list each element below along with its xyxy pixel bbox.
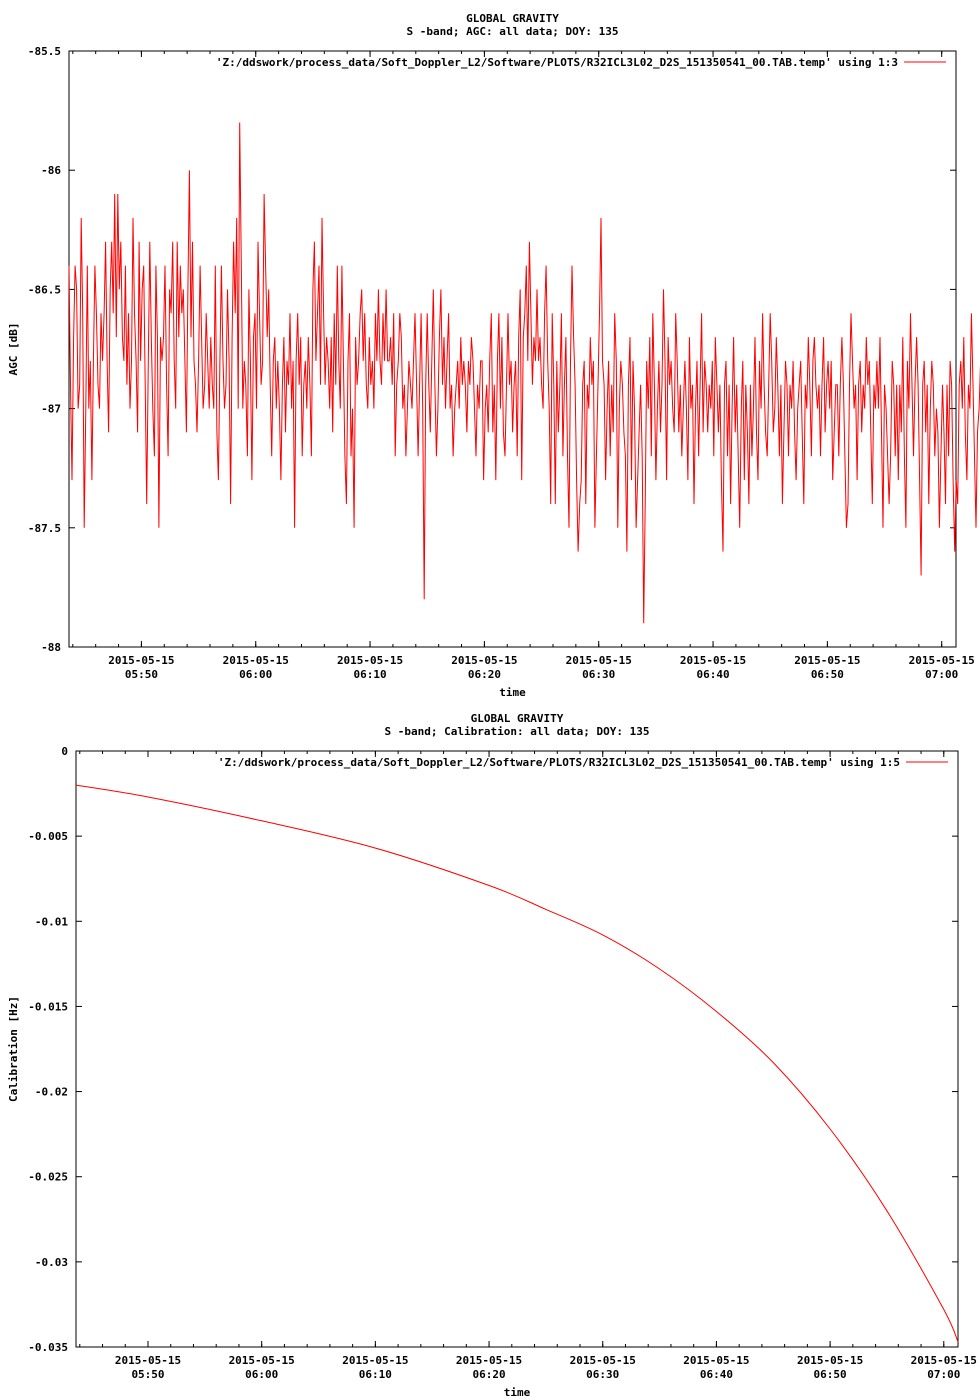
x-tick-time-label: 06:50 xyxy=(811,668,844,681)
y-axis-label: AGC [dB] xyxy=(7,323,20,376)
x-tick-date-label: 2015-05-15 xyxy=(337,654,403,667)
y-tick-label: -0.035 xyxy=(28,1341,68,1354)
y-tick-label: -87 xyxy=(41,403,61,416)
y-tick-label: -0.03 xyxy=(35,1256,68,1269)
y-tick-label: -85.5 xyxy=(28,45,61,58)
x-tick-date-label: 2015-05-15 xyxy=(570,1354,636,1367)
chart-subtitle: S -band; AGC: all data; DOY: 135 xyxy=(407,25,619,38)
chart-title: GLOBAL GRAVITY xyxy=(466,12,559,25)
x-tick-date-label: 2015-05-15 xyxy=(223,654,289,667)
x-tick-time-label: 06:20 xyxy=(468,668,501,681)
x-tick-time-label: 06:10 xyxy=(359,1368,392,1381)
y-tick-label: -0.025 xyxy=(28,1171,68,1184)
x-tick-time-label: 06:50 xyxy=(814,1368,847,1381)
x-tick-date-label: 2015-05-15 xyxy=(911,1354,977,1367)
y-tick-label: -0.01 xyxy=(35,915,68,928)
x-tick-time-label: 06:40 xyxy=(700,1368,733,1381)
x-tick-date-label: 2015-05-15 xyxy=(451,654,517,667)
x-tick-date-label: 2015-05-15 xyxy=(797,1354,863,1367)
x-tick-time-label: 05:50 xyxy=(131,1368,164,1381)
x-tick-time-label: 06:00 xyxy=(239,668,272,681)
y-tick-label: -0.005 xyxy=(28,830,68,843)
x-tick-time-label: 06:40 xyxy=(696,668,729,681)
series-line xyxy=(68,122,980,624)
legend-label: 'Z:/ddswork/process_data/Soft_Doppler_L2… xyxy=(216,56,898,69)
x-tick-date-label: 2015-05-15 xyxy=(115,1354,181,1367)
x-tick-date-label: 2015-05-15 xyxy=(456,1354,522,1367)
x-tick-time-label: 06:00 xyxy=(245,1368,278,1381)
x-tick-date-label: 2015-05-15 xyxy=(108,654,174,667)
y-tick-label: 0 xyxy=(61,745,68,758)
chart-subtitle: S -band; Calibration: all data; DOY: 135 xyxy=(385,725,650,738)
x-tick-date-label: 2015-05-15 xyxy=(683,1354,749,1367)
x-tick-time-label: 06:30 xyxy=(582,668,615,681)
x-tick-date-label: 2015-05-15 xyxy=(909,654,975,667)
plot-frame xyxy=(75,750,959,1348)
x-axis-label: time xyxy=(504,1386,531,1399)
x-tick-time-label: 05:50 xyxy=(125,668,158,681)
x-axis-label: time xyxy=(499,686,526,699)
x-tick-time-label: 07:00 xyxy=(927,1368,960,1381)
x-tick-date-label: 2015-05-15 xyxy=(680,654,746,667)
chart-title: GLOBAL GRAVITY xyxy=(471,712,564,725)
y-tick-label: -87.5 xyxy=(28,522,61,535)
series-line xyxy=(75,784,959,1343)
y-tick-label: -88 xyxy=(41,641,61,654)
plot-frame xyxy=(68,50,957,648)
y-tick-label: -86 xyxy=(41,164,61,177)
y-tick-label: -86.5 xyxy=(28,283,61,296)
legend-label: 'Z:/ddswork/process_data/Soft_Doppler_L2… xyxy=(218,756,900,769)
x-tick-date-label: 2015-05-15 xyxy=(229,1354,295,1367)
x-tick-date-label: 2015-05-15 xyxy=(342,1354,408,1367)
x-tick-date-label: 2015-05-15 xyxy=(566,654,632,667)
x-tick-date-label: 2015-05-15 xyxy=(794,654,860,667)
y-tick-label: -0.015 xyxy=(28,1000,68,1013)
y-tick-label: -0.02 xyxy=(35,1086,68,1099)
y-axis-label: Calibration [Hz] xyxy=(7,996,20,1102)
x-tick-time-label: 07:00 xyxy=(925,668,958,681)
x-tick-time-label: 06:10 xyxy=(354,668,387,681)
x-tick-time-label: 06:30 xyxy=(586,1368,619,1381)
x-tick-time-label: 06:20 xyxy=(472,1368,505,1381)
